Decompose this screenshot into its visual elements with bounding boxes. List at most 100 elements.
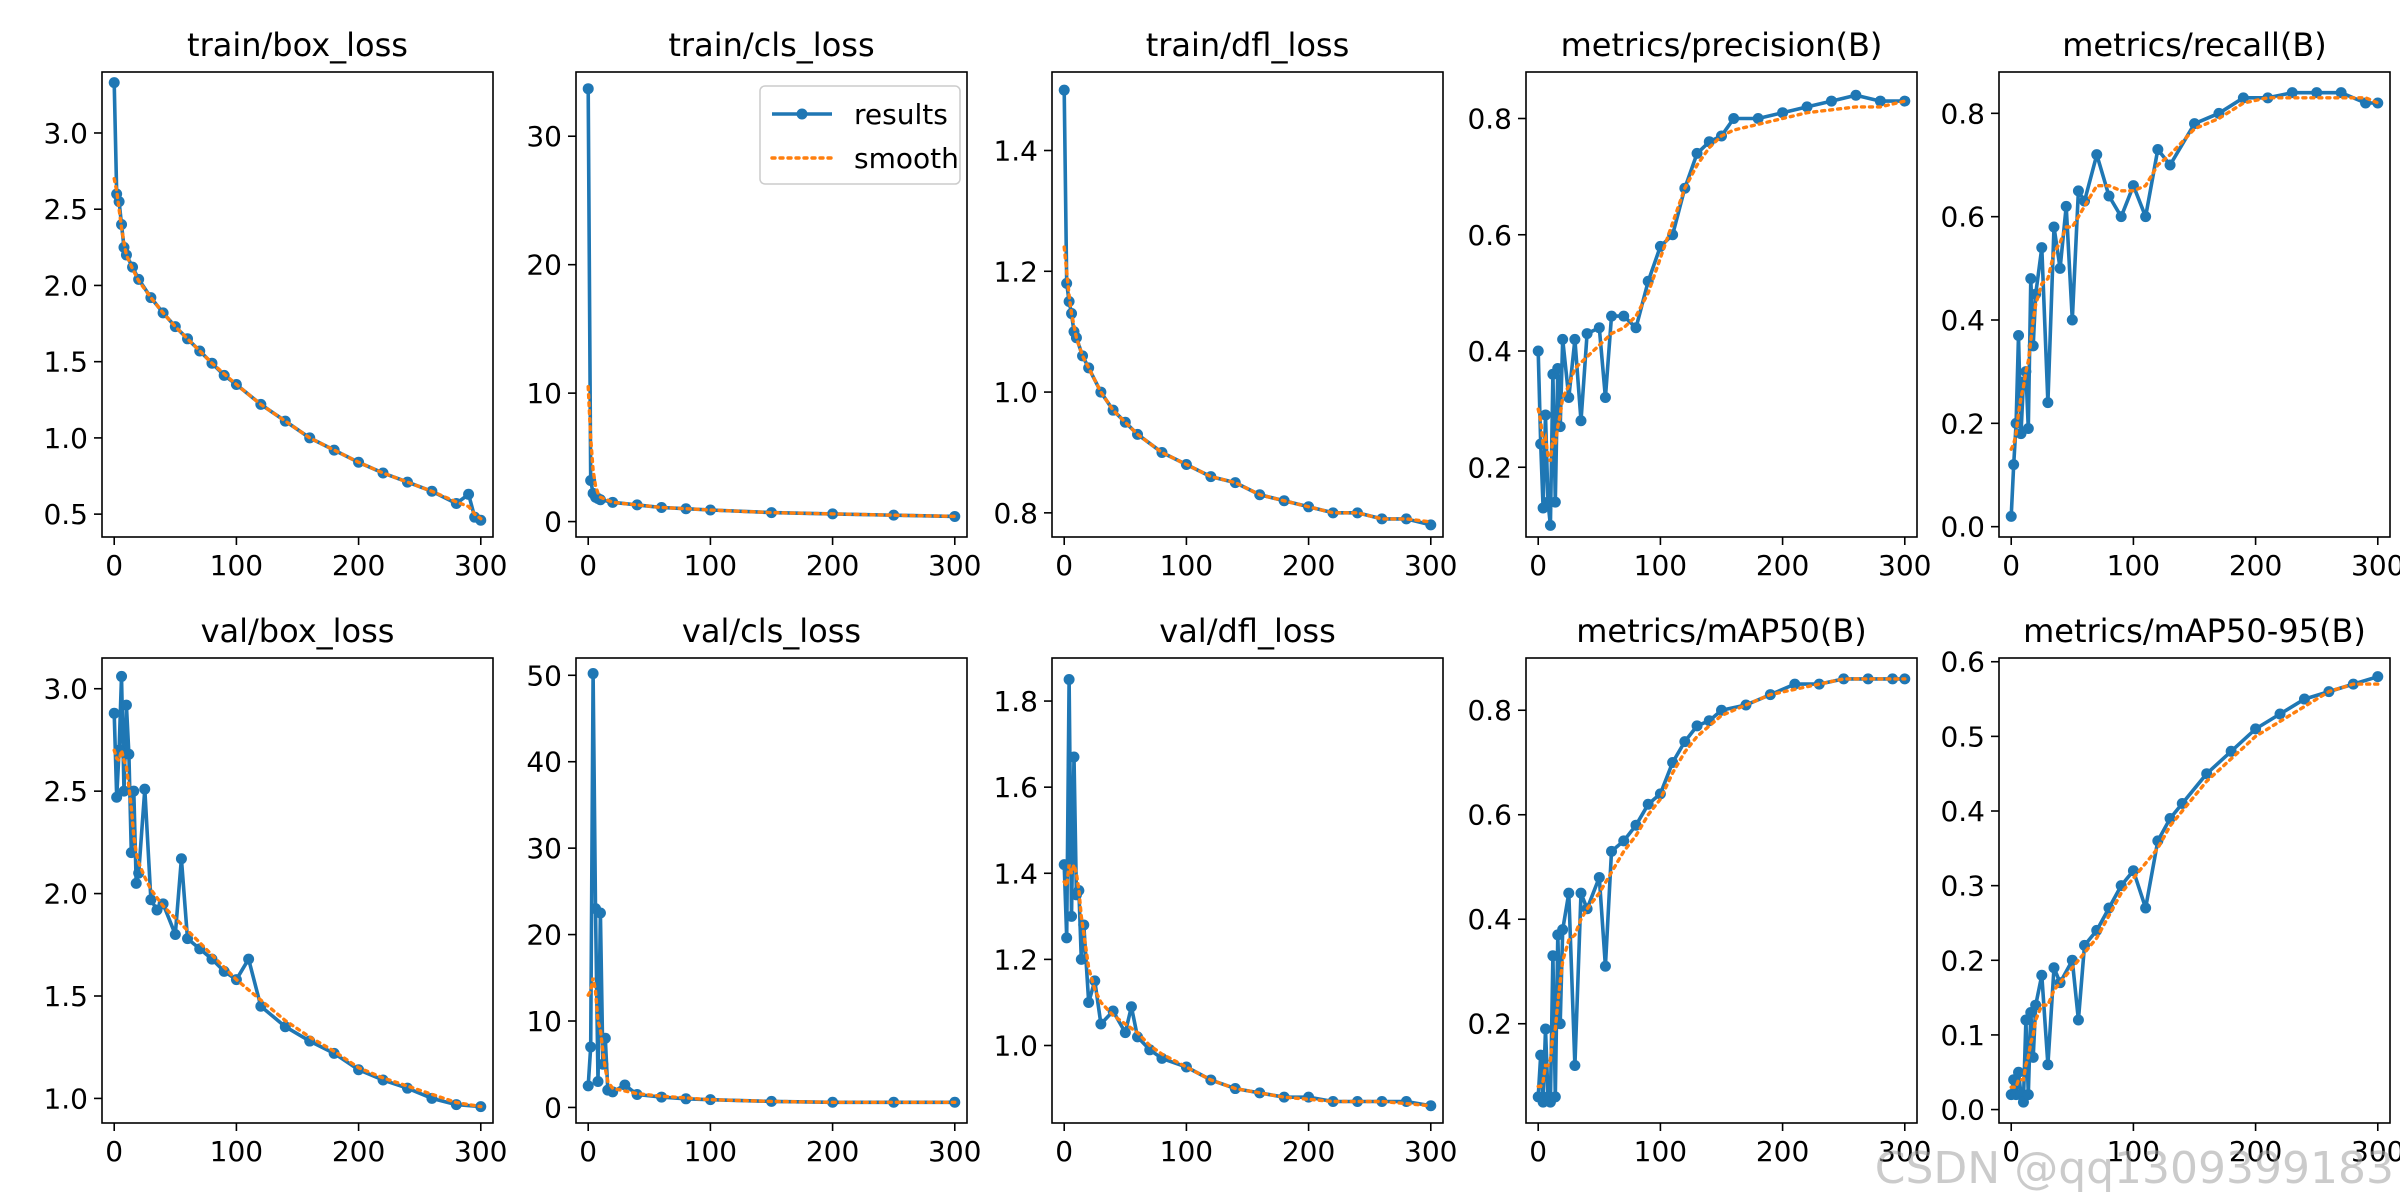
results-point xyxy=(125,847,137,859)
results-point xyxy=(1862,673,1874,685)
x-tick-label: 300 xyxy=(1404,1135,1457,1168)
y-tick-label: 0.6 xyxy=(1467,219,1512,252)
results-point xyxy=(1557,924,1569,936)
x-tick-label: 300 xyxy=(1878,549,1931,582)
smooth-series-line xyxy=(2009,96,2380,451)
y-tick-label: 0.0 xyxy=(1940,1094,1985,1127)
y-tick-label: 0.4 xyxy=(1940,795,1985,828)
results-point xyxy=(1125,1001,1137,1013)
y-tick-label: 0.0 xyxy=(1940,511,1985,544)
results-point xyxy=(1777,107,1789,119)
results-point xyxy=(1535,1049,1547,1061)
y-tick-label: 1.2 xyxy=(993,255,1038,288)
x-tick-label: 300 xyxy=(928,549,981,582)
results-point xyxy=(1061,932,1073,944)
results-point xyxy=(175,853,187,865)
x-tick-label: 100 xyxy=(684,549,737,582)
x-tick-label: 0 xyxy=(1055,1135,1073,1168)
x-tick-label: 200 xyxy=(1282,1135,1335,1168)
x-tick-label: 100 xyxy=(684,1135,737,1168)
results-point xyxy=(2152,144,2164,155)
results-point xyxy=(279,1021,291,1033)
results-point xyxy=(1618,310,1630,322)
x-tick-label: 100 xyxy=(1160,549,1213,582)
results-point xyxy=(1068,751,1080,763)
results-point xyxy=(2274,708,2286,720)
axes-frame xyxy=(1998,657,2391,1124)
results-series-line xyxy=(2009,674,2379,1104)
x-tick-label: 0 xyxy=(105,1135,123,1168)
results-point xyxy=(1606,310,1618,322)
results-series-line xyxy=(112,82,482,522)
results-point xyxy=(597,1058,609,1070)
smooth-series-line xyxy=(586,977,957,1105)
results-point xyxy=(450,1099,462,1111)
axes-frame xyxy=(1998,71,2391,538)
results-point xyxy=(1547,950,1559,962)
watermark: CSDN @qq1309399183 xyxy=(1874,1143,2394,1194)
results-point xyxy=(1058,859,1070,871)
results-point xyxy=(2042,397,2054,409)
results-point xyxy=(111,791,123,803)
results-point xyxy=(1058,84,1070,96)
results-point xyxy=(1095,1018,1107,1030)
results-point xyxy=(2237,92,2249,104)
axes-frame xyxy=(575,657,968,1124)
results-point xyxy=(2005,510,2017,522)
y-tick-label: 1.5 xyxy=(43,346,88,379)
y-tick-label: 0.2 xyxy=(1940,944,1985,977)
legend-box xyxy=(759,85,961,185)
results-point xyxy=(1351,507,1363,519)
y-tick-label: 1.0 xyxy=(993,376,1038,409)
y-tick-label: 0.6 xyxy=(1940,646,1985,679)
results-point xyxy=(1075,953,1087,965)
legend-smooth-label: smooth xyxy=(854,142,959,175)
results-point xyxy=(2225,745,2237,757)
chart-title: metrics/mAP50-95(B) xyxy=(2023,612,2366,650)
results-point xyxy=(1569,1060,1581,1072)
y-tick-label: 0.3 xyxy=(1940,870,1985,903)
results-point xyxy=(2022,1089,2034,1101)
y-tick-label: 20 xyxy=(526,249,562,282)
x-tick-label: 100 xyxy=(2107,549,2160,582)
results-point xyxy=(1063,674,1075,686)
smooth-series-line xyxy=(112,176,483,521)
results-point xyxy=(2164,159,2176,171)
smooth-series-line xyxy=(586,385,957,519)
results-series-line xyxy=(2009,90,2378,517)
y-tick-label: 2.5 xyxy=(43,775,88,808)
x-tick-label: 200 xyxy=(332,549,385,582)
y-tick-label: 1.4 xyxy=(993,857,1038,890)
x-tick-label: 300 xyxy=(454,1135,507,1168)
y-tick-label: 0.8 xyxy=(1940,97,1985,130)
results-series-line xyxy=(586,671,955,1105)
results-point xyxy=(139,783,151,795)
x-tick-label: 300 xyxy=(1404,549,1457,582)
results-point xyxy=(1557,333,1569,345)
results-point xyxy=(1630,322,1642,334)
y-tick-label: 1.2 xyxy=(993,943,1038,976)
results-point xyxy=(243,953,255,965)
results-point xyxy=(1691,147,1703,159)
y-tick-label: 2.5 xyxy=(43,193,88,226)
results-point xyxy=(463,488,475,500)
legend-results-label: results xyxy=(854,98,948,131)
results-point xyxy=(1825,95,1837,107)
results-point xyxy=(2201,768,2213,780)
y-tick-label: 0.8 xyxy=(993,497,1038,530)
x-tick-label: 0 xyxy=(105,549,123,582)
y-tick-label: 50 xyxy=(526,659,562,692)
y-tick-label: 0.2 xyxy=(1467,1008,1512,1041)
results-point xyxy=(2042,1059,2054,1071)
results-point xyxy=(108,77,120,89)
results-point xyxy=(2335,87,2347,99)
results-point xyxy=(1874,95,1886,107)
x-tick-label: 200 xyxy=(2229,549,2282,582)
results-point xyxy=(108,707,120,719)
results-point xyxy=(169,929,181,941)
chart-panel-4: metrics/recall(B) 0 100 200 300 0.0 0.2 0.4 0.6 0… xyxy=(1940,26,2400,582)
y-tick-label: 0.6 xyxy=(1467,799,1512,832)
results-point xyxy=(1563,887,1575,899)
x-tick-label: 300 xyxy=(2351,549,2400,582)
results-point xyxy=(1327,1095,1339,1107)
